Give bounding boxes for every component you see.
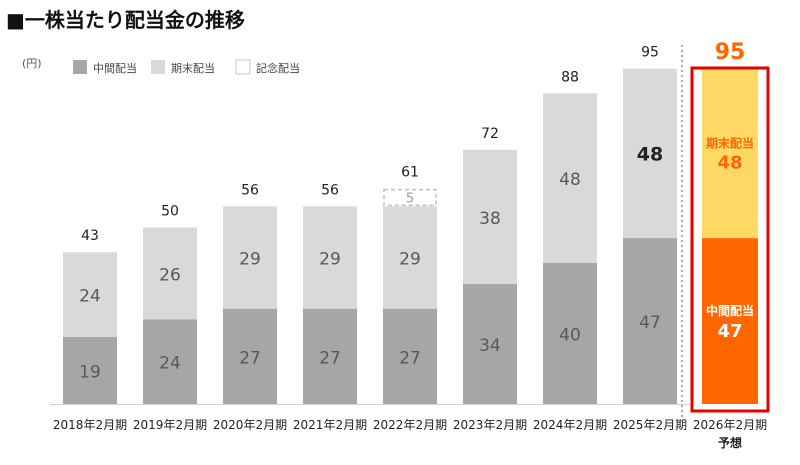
bar-commemorative [383,188,437,207]
bar-interim [63,336,117,404]
label-total: 88 [561,69,579,85]
chart-title: ■一株当たり配当金の推移 [6,8,245,32]
y-axis-unit-label: (円) [22,57,42,70]
label-year-end-value: 48 [559,170,581,190]
legend-swatch-year_end [151,60,165,74]
label-total: 95 [641,45,659,61]
label-year-end-value: 29 [399,250,421,270]
label-commemorative-value: 5 [406,191,414,206]
legend-label-commemorative: 記念配当 [256,61,300,75]
bar-interim [623,238,677,404]
label-total: 43 [81,228,99,244]
label-interim-value: 27 [239,348,261,368]
x-tick-label: 2025年2月期 [613,418,687,432]
label-year-end-value: 29 [319,250,341,270]
label-total: 61 [401,165,419,181]
bar-interim [543,262,597,404]
forecast-sub-label: 予想 [718,435,742,450]
bar-year-end [623,68,677,239]
x-tick-label: 2026年2月期 [693,418,767,432]
x-tick-label: 2018年2月期 [53,418,127,432]
bar-year-end [303,206,357,309]
label-total: 72 [481,126,499,142]
label-total: 50 [161,204,179,220]
label-total: 56 [241,182,259,198]
forecast-bar-interim [702,238,758,404]
label-interim-value: 27 [399,348,421,368]
x-tick-label: 2019年2月期 [133,418,207,432]
legend-swatch-commemorative [235,59,251,75]
label-interim-value: 40 [559,325,581,345]
forecast-year-end-label: 期末配当 [706,135,754,150]
bar-interim [463,283,517,404]
legend-label-interim: 中間配当 [93,61,137,75]
bar-year-end [463,149,517,284]
bar-interim [383,308,437,404]
label-interim-value: 19 [79,362,101,382]
label-year-end-value: 29 [239,250,261,270]
label-interim-value: 27 [319,348,341,368]
bar-interim [223,308,277,404]
label-total: 56 [321,182,339,198]
bar-year-end [63,252,117,337]
x-tick-label: 2020年2月期 [213,418,287,432]
label-year-end-value: 48 [637,143,663,165]
bar-year-end [223,206,277,309]
legend-swatch-interim [73,60,87,74]
x-tick-label: 2022年2月期 [373,418,447,432]
bar-year-end [143,227,197,320]
legend-label-year_end: 期末配当 [171,61,215,75]
bar-year-end [383,206,437,309]
bar-interim [303,308,357,404]
bar-interim [143,319,197,404]
forecast-year-end-value: 48 [717,152,742,173]
label-year-end-value: 38 [479,209,501,229]
forecast-interim-value: 47 [717,321,742,342]
label-interim-value: 24 [159,354,181,374]
forecast-interim-label: 中間配当 [706,303,754,318]
label-interim-value: 34 [479,336,501,356]
label-year-end-value: 24 [79,287,101,307]
label-year-end-value: 26 [159,265,181,285]
x-tick-label: 2023年2月期 [453,418,527,432]
x-tick-label: 2024年2月期 [533,418,607,432]
forecast-bar-year-end [702,68,758,239]
forecast-frame [690,66,770,413]
bar-year-end [543,93,597,263]
x-tick-label: 2021年2月期 [293,418,367,432]
forecast-total: 95 [715,40,746,65]
label-interim-value: 47 [639,313,661,333]
